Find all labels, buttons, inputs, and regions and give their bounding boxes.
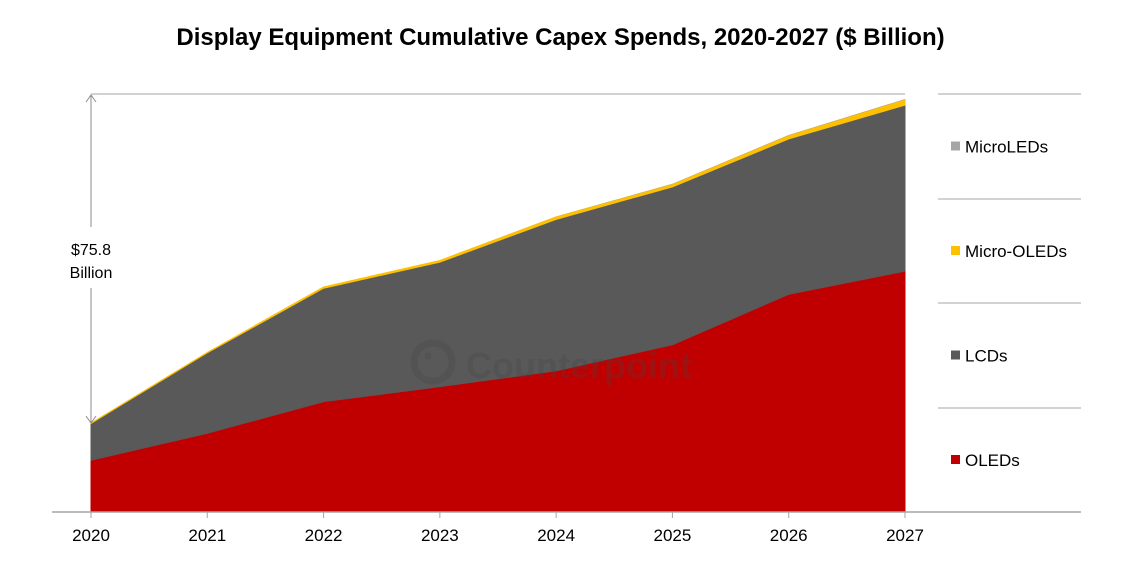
legend: MicroLEDs Micro-OLEDs LCDs OLEDs [938, 93, 1081, 513]
x-tick-label: 2024 [537, 526, 575, 545]
x-tick-label: 2021 [188, 526, 226, 545]
legend-swatch-lcds [951, 350, 960, 360]
x-tick-label: 2020 [72, 526, 110, 545]
legend-label: LCDs [965, 347, 1008, 366]
legend-swatch-oleds [951, 455, 960, 464]
annotation-value: $75.8 [71, 242, 111, 259]
legend-label: Micro-OLEDs [965, 242, 1067, 261]
x-tick-label: 2025 [654, 526, 692, 545]
watermark-logo: Counterpoint [410, 339, 692, 386]
legend-swatch-microleds [951, 141, 960, 151]
watermark-text: Counterpoint [466, 345, 692, 386]
legend-label: OLEDs [965, 451, 1020, 470]
difference-annotation: $75.8 Billion [70, 94, 113, 424]
x-tick-label: 2023 [421, 526, 459, 545]
legend-swatch-micro-oleds [951, 246, 960, 255]
legend-label: MicroLEDs [965, 138, 1048, 157]
arrow-head-up-icon [85, 94, 97, 103]
area-micro-oleds [90, 98, 906, 425]
x-tick-label: 2022 [305, 526, 343, 545]
x-tick-label: 2027 [886, 526, 924, 545]
annotation-unit: Billion [70, 265, 113, 282]
chart-title: Display Equipment Cumulative Capex Spend… [176, 24, 945, 51]
x-tick-label: 2026 [770, 526, 808, 545]
arrow-head-down-icon [85, 415, 97, 424]
